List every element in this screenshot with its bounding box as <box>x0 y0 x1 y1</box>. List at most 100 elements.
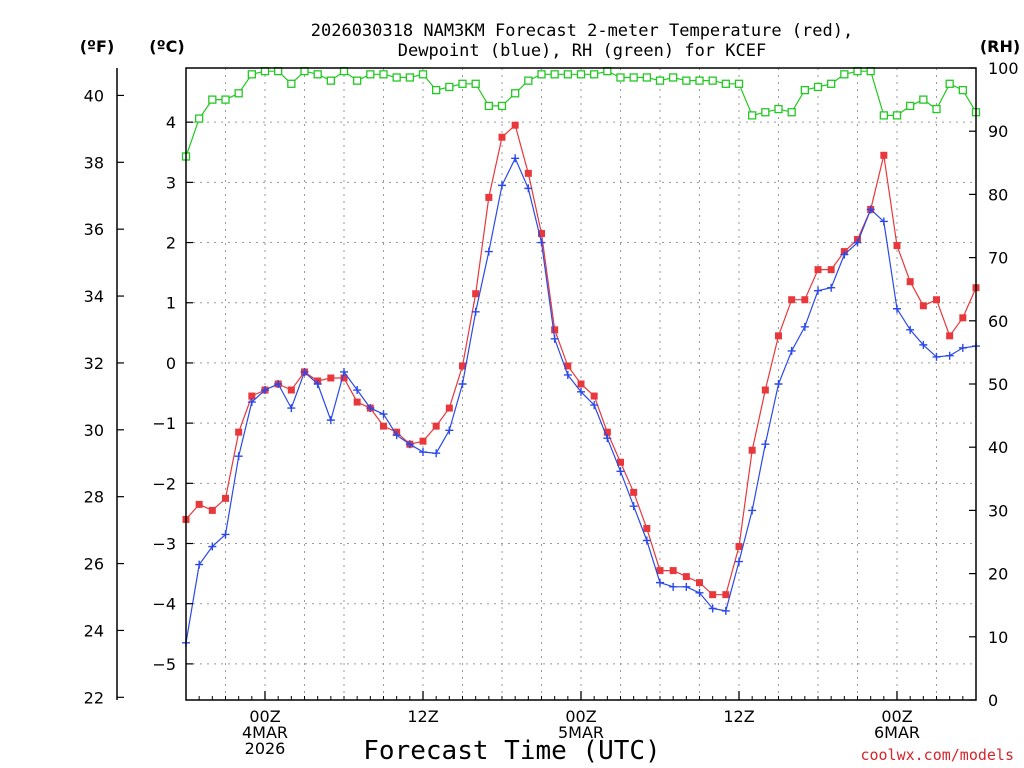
rh-point <box>906 101 915 111</box>
dewpoint-point <box>326 416 335 425</box>
rh-point <box>563 70 572 79</box>
temperature-point <box>775 332 782 340</box>
celsius-tick-label: −5 <box>152 655 176 674</box>
fahrenheit-tick-label: 28 <box>84 488 104 507</box>
rh-point <box>576 70 586 79</box>
dewpoint-point <box>642 536 651 545</box>
dewpoint-point <box>300 367 309 376</box>
dewpoint-point <box>511 154 520 163</box>
dewpoint-point <box>419 448 427 457</box>
dewpoint-point <box>616 467 625 476</box>
credit-text: coolwx.com/models <box>860 746 1014 764</box>
temperature-point <box>590 392 598 400</box>
temperature-point <box>696 579 703 587</box>
rh-point <box>537 70 546 79</box>
rh-point <box>682 76 691 85</box>
temperature-point <box>511 121 519 129</box>
temperature-point <box>827 266 835 274</box>
temperature-point <box>419 437 427 445</box>
dewpoint-point <box>208 542 217 551</box>
temperature-point <box>919 302 927 310</box>
dewpoint-point <box>945 351 954 360</box>
dewpoint-point <box>932 352 941 361</box>
temperature-point <box>906 278 914 286</box>
dewpoint-point <box>590 401 599 410</box>
rh-tick-label: 30 <box>988 501 1008 520</box>
dewpoint-point <box>340 367 348 376</box>
dewpoint-point <box>761 440 770 449</box>
dewpoint-point <box>405 440 414 449</box>
dewpoint-point <box>656 578 664 587</box>
fahrenheit-tick-label: 26 <box>84 555 104 574</box>
rh-tick-label: 100 <box>988 59 1019 78</box>
x-tick-label: 00Z <box>881 707 912 726</box>
chart-title-line-1: 2026030318 NAM3KM Forecast 2-meter Tempe… <box>311 21 853 41</box>
rh-point <box>550 70 559 79</box>
dewpoint-point <box>498 181 506 190</box>
rh-point <box>932 104 941 114</box>
fahrenheit-tick-label: 36 <box>84 220 104 239</box>
dewpoint-point <box>695 588 704 597</box>
temperature-point <box>761 386 769 394</box>
celsius-tick-label: −4 <box>152 595 176 614</box>
x-tick-label: 00Z <box>249 707 280 726</box>
temperature-point <box>485 193 493 201</box>
dewpoint-point <box>853 238 862 247</box>
rh-point <box>892 111 902 120</box>
rh-point <box>524 76 533 85</box>
temperature-point <box>735 543 743 551</box>
celsius-tick-label: 0 <box>166 354 176 373</box>
rh-point <box>748 111 757 120</box>
rh-point <box>734 79 744 88</box>
temperature-point <box>801 296 809 304</box>
celsius-tick-label: 3 <box>166 173 176 192</box>
dewpoint-point <box>274 380 283 388</box>
dewpoint-point <box>682 582 691 591</box>
fahrenheit-tick-label: 38 <box>84 153 104 172</box>
temperature-point <box>577 380 585 388</box>
series-layer <box>181 67 981 647</box>
temperature-point <box>893 242 901 250</box>
fahrenheit-tick-label: 34 <box>84 287 104 306</box>
rh-point <box>392 73 401 82</box>
rh-tick-label: 0 <box>988 691 998 710</box>
rh-point <box>761 108 770 117</box>
x-tick-label: 00Z <box>565 707 596 726</box>
dewpoint-point <box>537 238 546 247</box>
temperature-point <box>208 506 216 514</box>
temperature-point <box>946 332 954 340</box>
temperature-point <box>748 446 756 454</box>
rh-axis-label: (RH) <box>980 37 1020 56</box>
dewpoint-point <box>221 530 230 539</box>
dewpoint-point <box>827 283 836 292</box>
dewpoint-point <box>445 426 454 435</box>
temperature-point <box>445 404 453 412</box>
temperature-point <box>538 230 545 238</box>
rh-point <box>879 111 888 120</box>
dewpoint-point <box>919 340 928 349</box>
rh-point <box>629 73 638 82</box>
x-tick-label: 2026 <box>245 739 286 758</box>
rh-point <box>221 95 230 104</box>
x-tick-label: 5MAR <box>558 723 604 742</box>
temperature-point <box>498 133 506 141</box>
celsius-tick-label: −3 <box>152 535 176 554</box>
temperature-point <box>459 362 466 370</box>
rh-point <box>471 79 480 88</box>
dewpoint-point <box>392 431 401 440</box>
rh-point <box>313 70 322 79</box>
x-axis-title: Forecast Time (UTC) <box>363 736 660 766</box>
temperature-point <box>353 398 361 406</box>
rh-point <box>787 108 796 117</box>
rh-point <box>721 79 730 88</box>
rh-point <box>445 82 454 92</box>
chart-title-line-2: Dewpoint (blue), RH (green) for KCEF <box>398 41 766 61</box>
dewpoint-point <box>471 307 480 316</box>
rh-point <box>590 70 599 79</box>
temperature-point <box>630 488 638 496</box>
rh-point <box>616 73 625 82</box>
dewpoint-point <box>879 217 888 226</box>
dewpoint-point <box>234 452 243 461</box>
rh-point <box>958 85 967 95</box>
